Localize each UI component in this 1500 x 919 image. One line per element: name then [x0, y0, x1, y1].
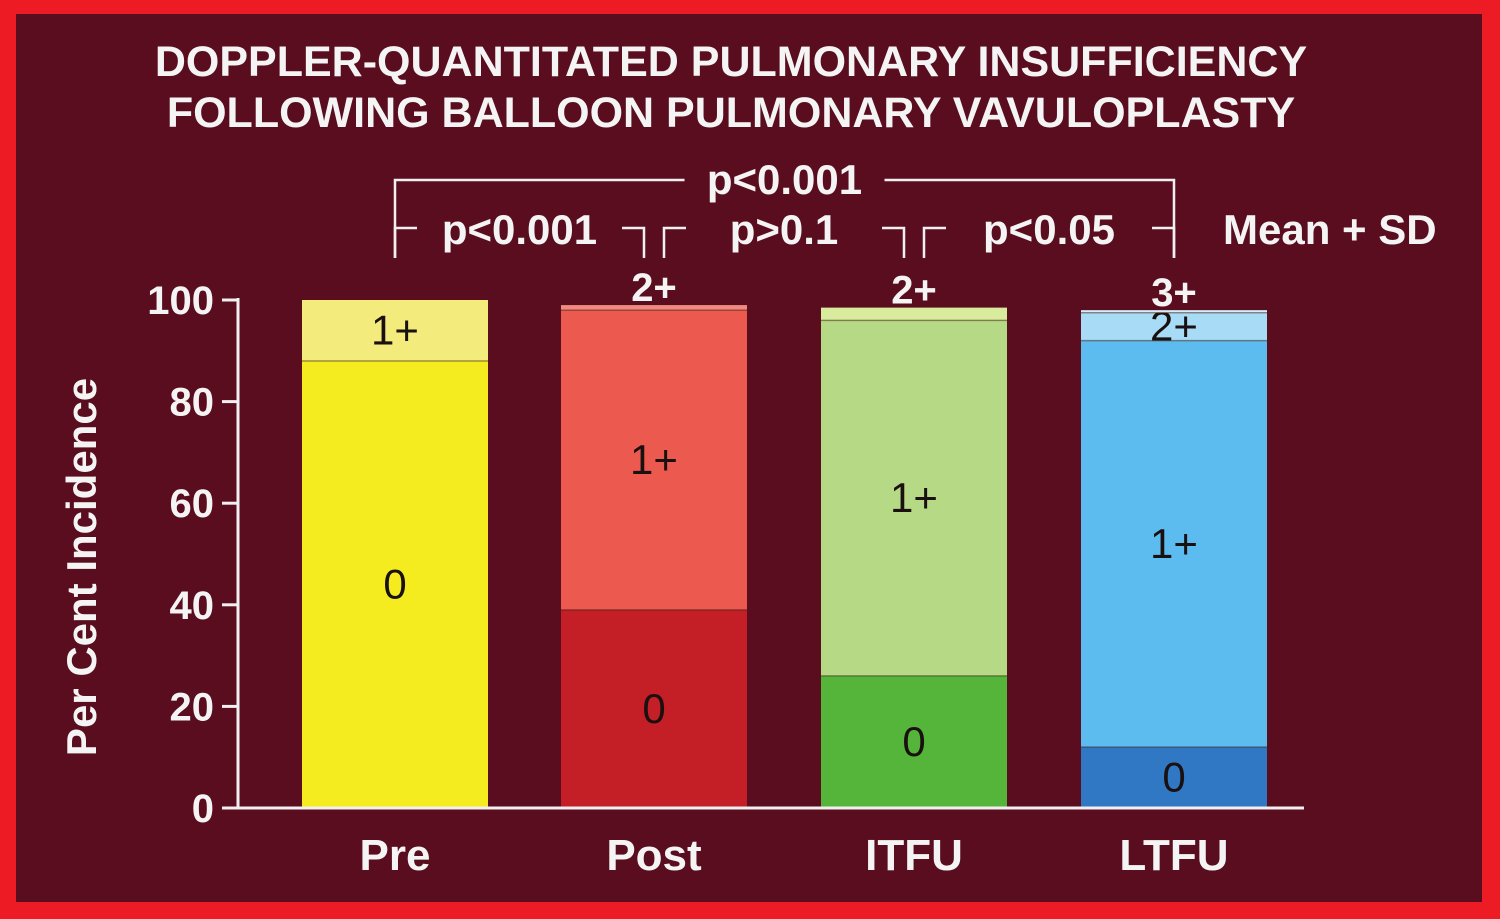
bar-segment-pre-1 — [302, 300, 488, 361]
y-tick-label: 20 — [170, 685, 215, 729]
bar-segment-post-1 — [561, 310, 747, 610]
p-value-label: p>0.1 — [730, 206, 839, 253]
x-category-label-itfu: ITFU — [865, 831, 963, 880]
bar-top-label-ltfu: 3+ — [1151, 271, 1197, 315]
significance-bracket-itfu-ltfu-lower: p<0.05 — [922, 206, 1176, 258]
mean-sd-annotation: Mean + SD — [1223, 206, 1437, 253]
x-category-label-ltfu: LTFU — [1119, 831, 1228, 880]
bar-segment-post-2 — [561, 305, 747, 311]
segment-label-post-1: 1+ — [630, 436, 678, 483]
segment-label-ltfu-1: 1+ — [1150, 520, 1198, 567]
segment-label-ltfu-0: 0 — [1162, 754, 1185, 801]
p-value-label: p<0.001 — [707, 156, 862, 203]
y-tick-label: 40 — [170, 584, 215, 628]
bar-top-label-itfu: 2+ — [891, 269, 937, 313]
y-tick-label: 80 — [170, 381, 215, 425]
bar-segment-ltfu-0 — [1081, 747, 1267, 808]
x-category-label-post: Post — [606, 831, 702, 880]
segment-label-itfu-0: 0 — [902, 718, 925, 765]
significance-bracket-post-itfu-lower: p>0.1 — [662, 206, 906, 258]
bar-segment-pre-0 — [302, 360, 488, 808]
y-tick-label: 0 — [192, 787, 214, 831]
segment-label-pre-0: 0 — [383, 560, 406, 607]
bar-segment-ltfu-2 — [1081, 312, 1267, 341]
p-value-label: p<0.05 — [983, 206, 1115, 253]
segment-label-pre-1: 1+ — [371, 306, 419, 353]
chart-frame: DOPPLER-QUANTITATED PULMONARY INSUFFICIE… — [16, 14, 1482, 902]
segment-label-itfu-1: 1+ — [890, 474, 938, 521]
y-tick-label: 60 — [170, 482, 215, 526]
bar-segment-itfu-1 — [821, 320, 1007, 676]
chart-title-line-1: DOPPLER-QUANTITATED PULMONARY INSUFFICIE… — [155, 38, 1307, 86]
bar-segment-ltfu-3 — [1081, 310, 1267, 313]
chart-title-line-2: FOLLOWING BALLOON PULMONARY VAVULOPLASTY — [167, 89, 1295, 137]
p-value-label: p<0.001 — [442, 206, 597, 253]
significance-bracket-pre-post-lower: p<0.001 — [393, 206, 646, 258]
stacked-bar-chart: DOPPLER-QUANTITATED PULMONARY INSUFFICIE… — [58, 38, 1437, 880]
segment-label-post-0: 0 — [642, 685, 665, 732]
bar-segment-ltfu-1 — [1081, 340, 1267, 748]
y-axis-label: Per Cent Incidence — [58, 378, 105, 756]
bar-segment-itfu-0 — [821, 675, 1007, 808]
y-tick-label: 100 — [147, 279, 214, 323]
x-category-label-pre: Pre — [360, 831, 431, 880]
bar-segment-post-0 — [561, 609, 747, 808]
bar-top-label-post: 2+ — [631, 266, 677, 310]
bar-segment-itfu-2 — [821, 307, 1007, 321]
significance-bracket-pre-ltfu-upper: p<0.001 — [393, 156, 1176, 258]
